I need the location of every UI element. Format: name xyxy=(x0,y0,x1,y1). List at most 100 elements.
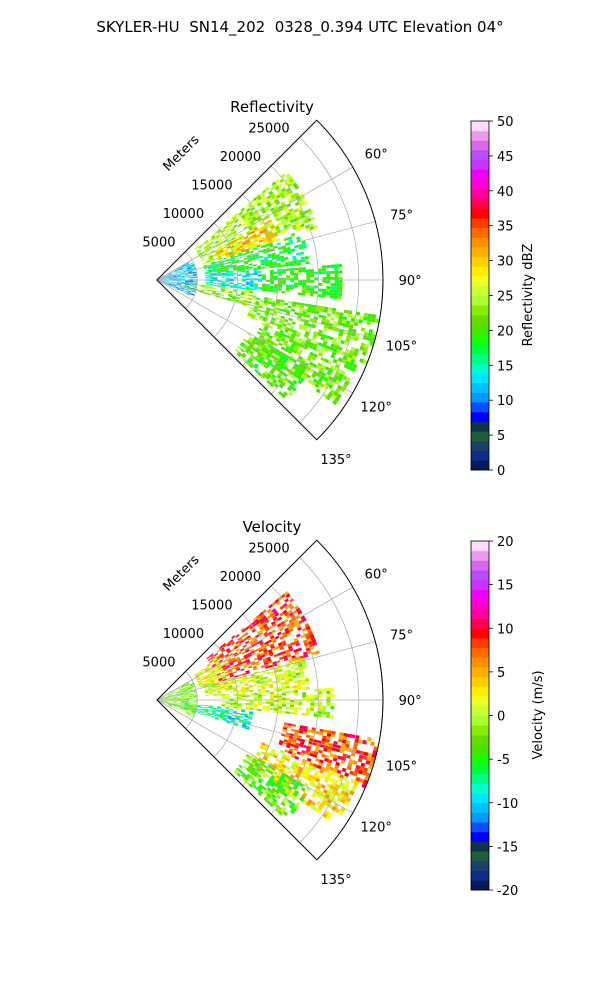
echo-cell xyxy=(330,289,335,293)
echo-cell xyxy=(226,720,231,723)
echo-cell xyxy=(264,232,270,237)
echo-cell xyxy=(254,641,260,646)
echo-cell xyxy=(216,707,222,709)
reflectivity-panel: Reflectivity Meters Reflectivity dBZ 500… xyxy=(142,98,536,479)
echo-cell xyxy=(332,768,338,773)
echo-cell xyxy=(273,791,278,797)
echo-cell xyxy=(320,336,325,341)
echo-cell xyxy=(204,267,209,270)
echo-cell xyxy=(281,691,286,694)
echo-cell xyxy=(222,666,227,670)
echo-cell xyxy=(176,283,181,285)
echo-cell xyxy=(214,667,219,671)
echo-cell xyxy=(257,287,262,290)
echo-cell xyxy=(221,674,226,677)
echo-cell xyxy=(306,638,312,643)
echo-cell xyxy=(270,750,275,755)
echo-cell xyxy=(248,344,253,349)
echo-cell xyxy=(322,688,327,692)
echo-cell xyxy=(233,233,239,237)
echo-cell xyxy=(276,794,281,800)
echo-cell xyxy=(168,703,173,705)
echo-cell xyxy=(306,650,312,654)
echo-cell xyxy=(288,198,294,204)
echo-cell xyxy=(160,276,165,279)
echo-cell xyxy=(271,781,276,786)
echo-cell xyxy=(224,684,229,687)
echo-cell xyxy=(247,720,252,724)
echo-cell xyxy=(185,695,189,697)
echo-cell xyxy=(254,618,259,623)
echo-cell xyxy=(208,270,213,272)
echo-cell xyxy=(305,227,311,232)
echo-cell xyxy=(266,608,272,613)
echo-cell xyxy=(265,348,270,353)
echo-cell xyxy=(294,311,299,316)
echo-cell xyxy=(248,294,253,297)
echo-cell xyxy=(248,263,253,266)
echo-cell xyxy=(267,658,272,662)
echo-cell xyxy=(186,265,191,268)
echo-cell xyxy=(291,806,297,812)
echo-cell xyxy=(300,374,306,380)
colorbar-segment xyxy=(471,140,489,151)
echo-cell xyxy=(348,324,354,329)
echo-cell xyxy=(254,317,259,321)
echo-cell xyxy=(287,673,293,677)
echo-cell xyxy=(243,260,249,264)
angle-gridline xyxy=(156,279,376,339)
echo-cell xyxy=(277,359,283,364)
range-tick-label: 10000 xyxy=(163,627,204,642)
echo-cell xyxy=(218,679,223,683)
echo-cell xyxy=(205,257,210,261)
echo-cell xyxy=(168,694,173,697)
echo-cell xyxy=(241,216,247,220)
echo-cell xyxy=(205,281,210,283)
echo-cell xyxy=(252,638,258,642)
echo-cell xyxy=(309,633,315,638)
echo-cell xyxy=(335,761,341,767)
echo-cell xyxy=(257,630,262,635)
echo-cell xyxy=(268,190,273,195)
echo-cell xyxy=(250,650,255,654)
echo-cell xyxy=(274,776,279,782)
echo-cell xyxy=(269,186,275,191)
echo-cell xyxy=(264,356,270,361)
echo-cell xyxy=(229,274,234,277)
echo-cell xyxy=(172,283,177,285)
echo-cell xyxy=(263,370,269,376)
echo-cell xyxy=(285,757,290,762)
echo-cell xyxy=(253,285,258,287)
echo-cell xyxy=(246,223,252,228)
echo-cell xyxy=(225,287,230,289)
echo-cell xyxy=(279,329,285,334)
echo-cell xyxy=(292,738,297,743)
echo-cell xyxy=(218,678,223,682)
echo-cell xyxy=(180,691,184,693)
echo-cell xyxy=(211,292,216,295)
echo-cell xyxy=(326,748,332,754)
echo-cell xyxy=(180,273,185,275)
echo-cell xyxy=(275,238,280,242)
echo-cell xyxy=(215,249,220,253)
echo-cell xyxy=(294,185,300,190)
echo-cell xyxy=(223,683,229,686)
echo-cell xyxy=(243,637,248,642)
echo-cell xyxy=(329,295,334,299)
echo-cell xyxy=(314,730,320,735)
echo-cell xyxy=(252,684,257,687)
echo-cell xyxy=(188,692,193,694)
echo-cell xyxy=(177,278,182,280)
colorbar-tick-label: 20 xyxy=(497,535,514,550)
echo-cell xyxy=(180,695,185,697)
colorbar-segment xyxy=(471,667,489,678)
echo-cell xyxy=(219,683,224,686)
echo-cell xyxy=(209,283,214,285)
echo-cell xyxy=(237,694,242,696)
echo-cell xyxy=(257,694,262,697)
echo-cell xyxy=(249,703,254,706)
echo-cell xyxy=(181,684,186,688)
echo-cell xyxy=(261,690,266,693)
echo-cell xyxy=(252,235,258,239)
echo-cell xyxy=(340,370,346,376)
